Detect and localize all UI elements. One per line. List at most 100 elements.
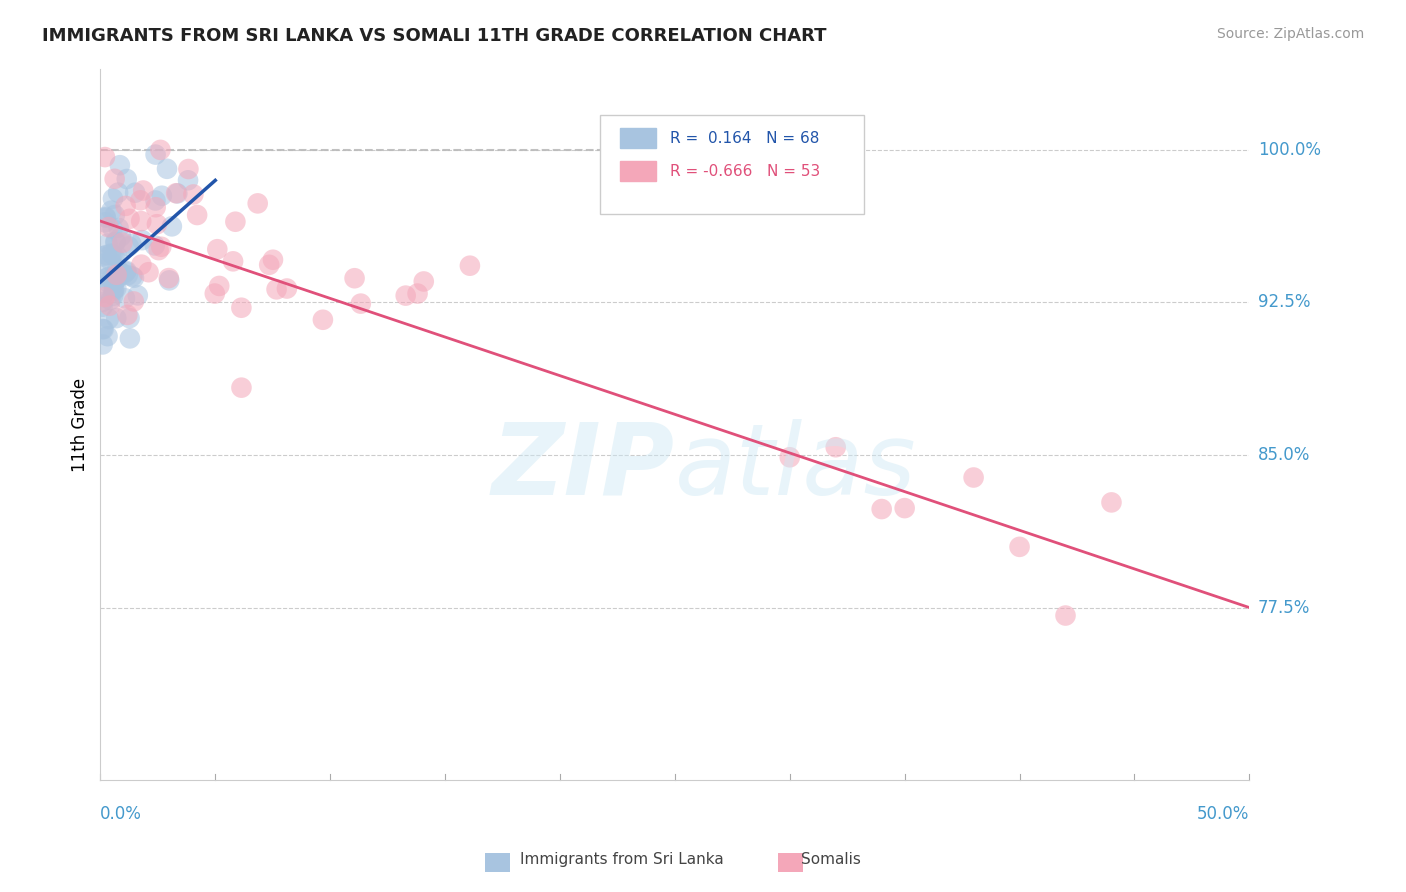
- Point: [222, 254, 245, 268]
- Point: [118, 331, 141, 345]
- Point: [143, 238, 166, 252]
- Point: [824, 440, 846, 454]
- Point: [112, 268, 135, 282]
- Point: [350, 296, 373, 310]
- Point: [96, 271, 118, 285]
- Point: [114, 291, 136, 305]
- Point: [107, 186, 129, 200]
- Point: [231, 301, 253, 315]
- Point: [131, 233, 153, 247]
- Point: [100, 203, 122, 218]
- Point: [100, 254, 122, 268]
- Point: [157, 271, 180, 285]
- Point: [97, 236, 120, 251]
- Point: [165, 186, 187, 201]
- Point: [101, 289, 124, 303]
- Point: [103, 277, 125, 291]
- Text: 77.5%: 77.5%: [1258, 599, 1310, 616]
- Point: [122, 294, 145, 309]
- Point: [115, 172, 138, 186]
- Point: [91, 286, 114, 301]
- Point: [117, 268, 139, 282]
- Point: [103, 249, 125, 263]
- Text: ZIP: ZIP: [492, 418, 675, 516]
- Bar: [620, 128, 657, 148]
- Text: R = -0.666   N = 53: R = -0.666 N = 53: [671, 163, 821, 178]
- Point: [101, 192, 124, 206]
- Point: [149, 143, 172, 157]
- Point: [118, 239, 141, 253]
- Point: [177, 173, 200, 187]
- Point: [100, 246, 122, 260]
- Point: [108, 158, 131, 172]
- Point: [395, 288, 418, 302]
- Point: [97, 270, 120, 285]
- Point: [93, 322, 115, 336]
- Point: [91, 249, 114, 263]
- Point: [107, 221, 129, 235]
- Point: [132, 184, 155, 198]
- Point: [107, 261, 129, 276]
- Point: [779, 450, 801, 465]
- Point: [118, 311, 141, 326]
- Text: R =  0.164   N = 68: R = 0.164 N = 68: [671, 131, 820, 145]
- Point: [207, 242, 229, 256]
- Point: [160, 219, 183, 234]
- Point: [105, 268, 128, 282]
- Point: [127, 288, 149, 302]
- Point: [120, 237, 142, 252]
- Point: [145, 147, 167, 161]
- Point: [98, 293, 121, 307]
- Point: [148, 243, 170, 257]
- Point: [97, 311, 120, 326]
- Point: [343, 271, 366, 285]
- Point: [117, 308, 139, 322]
- Point: [224, 215, 246, 229]
- Point: [98, 277, 121, 291]
- Point: [166, 186, 188, 201]
- Point: [145, 200, 167, 214]
- Point: [101, 247, 124, 261]
- Point: [103, 284, 125, 298]
- Point: [208, 279, 231, 293]
- Point: [145, 194, 167, 208]
- Point: [406, 286, 429, 301]
- Point: [98, 299, 121, 313]
- Point: [100, 272, 122, 286]
- Point: [129, 194, 152, 208]
- Point: [114, 265, 136, 279]
- Point: [94, 150, 117, 164]
- Text: Source: ZipAtlas.com: Source: ZipAtlas.com: [1216, 27, 1364, 41]
- Text: atlas: atlas: [675, 418, 917, 516]
- Point: [91, 294, 114, 309]
- Point: [276, 281, 298, 295]
- Text: Somalis: Somalis: [801, 853, 862, 867]
- Point: [1054, 608, 1077, 623]
- Point: [91, 257, 114, 271]
- Point: [105, 249, 128, 263]
- Point: [104, 208, 127, 222]
- Y-axis label: 11th Grade: 11th Grade: [72, 377, 89, 472]
- Point: [186, 208, 208, 222]
- Point: [246, 196, 269, 211]
- Point: [150, 188, 173, 202]
- Point: [115, 264, 138, 278]
- Point: [312, 312, 335, 326]
- Point: [1101, 495, 1123, 509]
- Point: [1008, 540, 1031, 554]
- Point: [129, 214, 152, 228]
- Point: [94, 211, 117, 225]
- Point: [412, 275, 434, 289]
- Text: 92.5%: 92.5%: [1258, 293, 1310, 311]
- Point: [94, 210, 117, 224]
- Point: [91, 322, 114, 336]
- Point: [458, 259, 481, 273]
- Bar: [620, 161, 657, 181]
- Point: [183, 187, 205, 202]
- Point: [124, 186, 146, 200]
- Point: [96, 248, 118, 262]
- Text: 0.0%: 0.0%: [100, 805, 142, 823]
- Text: Immigrants from Sri Lanka: Immigrants from Sri Lanka: [520, 853, 724, 867]
- Point: [114, 199, 136, 213]
- Point: [262, 252, 284, 267]
